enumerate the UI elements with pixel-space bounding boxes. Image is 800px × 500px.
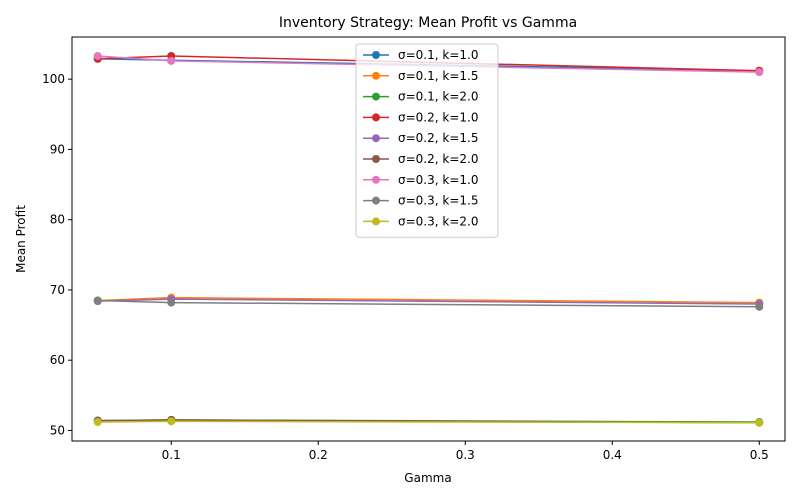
x-tick-label: 0.5 (750, 448, 769, 462)
y-tick-label: 50 (50, 423, 65, 437)
legend-item: σ=0.2, k=2.0 (363, 152, 478, 166)
series-9 (93, 417, 764, 427)
y-tick-label: 100 (42, 72, 65, 86)
legend-label: σ=0.2, k=1.5 (398, 131, 478, 145)
legend-marker (372, 155, 380, 163)
legend-marker (372, 217, 380, 226)
data-point (167, 56, 176, 65)
legend-item: σ=0.1, k=2.0 (363, 90, 478, 104)
legend-item: σ=0.1, k=1.5 (363, 69, 478, 83)
legend-marker (372, 92, 380, 101)
legend-frame (355, 43, 499, 238)
legend-item: σ=0.3, k=1.0 (363, 173, 478, 187)
legend-label: σ=0.2, k=2.0 (398, 152, 478, 166)
x-axis: 0.1 0.2 0.3 0.4 0.5 (162, 441, 769, 462)
legend-item: σ=0.2, k=1.5 (363, 131, 478, 145)
legend-marker (372, 196, 380, 205)
legend-label: σ=0.2, k=1.0 (398, 110, 478, 124)
axes-frame (71, 36, 786, 442)
y-tick-label: 70 (50, 283, 65, 297)
data-point (93, 418, 102, 427)
legend-marker (372, 175, 380, 184)
legend-label: σ=0.1, k=1.5 (398, 69, 478, 83)
x-axis-label: Gamma (404, 471, 451, 485)
legend: σ=0.1, k=1.0 σ=0.1, k=1.5 σ=0.1, k=2.0 σ=0.… (355, 43, 499, 238)
data-point (93, 51, 102, 60)
legend-marker (372, 134, 380, 143)
x-tick-label: 0.1 (162, 448, 181, 462)
data-point (755, 68, 764, 77)
data-point (167, 417, 176, 426)
legend-label: σ=0.1, k=1.0 (398, 48, 478, 62)
series-8 (93, 296, 764, 311)
y-tick-label: 80 (50, 213, 65, 227)
plot-area (93, 51, 764, 427)
series-7 (93, 51, 764, 77)
legend-marker (372, 71, 380, 80)
chart-title: Inventory Strategy: Mean Profit vs Gamma (279, 15, 577, 31)
data-point (755, 418, 764, 427)
legend-item: σ=0.1, k=1.0 (363, 48, 478, 62)
y-axis: 50 60 70 80 90 100 (42, 72, 72, 437)
legend-item: σ=0.3, k=1.5 (363, 194, 478, 208)
legend-label: σ=0.1, k=2.0 (398, 90, 478, 104)
y-axis-label: Mean Profit (14, 205, 28, 273)
y-tick-label: 60 (50, 353, 65, 367)
legend-marker (372, 51, 380, 59)
data-point (755, 302, 764, 311)
legend-item: σ=0.3, k=2.0 (363, 214, 478, 228)
legend-item: σ=0.2, k=1.0 (363, 110, 478, 124)
y-tick-label: 90 (50, 142, 65, 156)
legend-label: σ=0.3, k=1.5 (398, 194, 478, 208)
data-point (167, 298, 176, 307)
x-tick-label: 0.4 (603, 448, 622, 462)
legend-marker (372, 113, 380, 122)
data-point (93, 296, 102, 305)
legend-label: σ=0.3, k=1.0 (398, 173, 478, 187)
legend-label: σ=0.3, k=2.0 (398, 214, 478, 228)
x-tick-label: 0.3 (456, 448, 475, 462)
x-tick-label: 0.2 (309, 448, 328, 462)
